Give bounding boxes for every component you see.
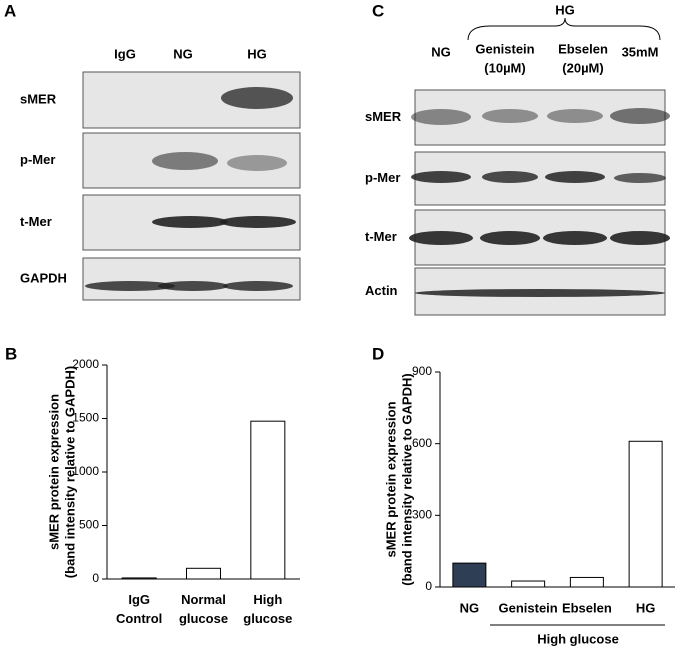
panel-label: A	[4, 1, 16, 20]
column-label: 35mM	[622, 44, 659, 59]
panel-label: C	[372, 1, 384, 20]
row-label: sMER	[20, 91, 57, 106]
panel-label: B	[5, 344, 17, 363]
band	[547, 109, 603, 123]
group-label: HG	[555, 2, 575, 17]
x-tick-line: Normal	[181, 592, 226, 607]
column-label: HG	[247, 46, 267, 61]
band	[482, 171, 538, 183]
x-tick-label: IgG Control	[116, 592, 162, 626]
row-label: p-Mer	[20, 152, 55, 167]
band	[158, 281, 228, 291]
band	[614, 173, 666, 183]
band	[85, 281, 175, 291]
y-tick-label: 0	[92, 571, 99, 585]
y-tick-label: 1500	[72, 411, 99, 425]
column-label: (10µM)	[484, 60, 525, 75]
x-tick-line: glucose	[243, 611, 292, 626]
band	[152, 152, 218, 170]
y-tick-label: 300	[412, 508, 432, 522]
band	[545, 171, 605, 183]
y-tick-label: 0	[425, 579, 432, 593]
x-tick-label: High glucose	[243, 592, 292, 626]
y-axis-label: sMER protein expression	[46, 394, 61, 550]
bar	[186, 567, 221, 580]
row-label: t-Mer	[365, 229, 397, 244]
band	[220, 216, 296, 228]
x-tick-line: High	[253, 592, 282, 607]
x-tick-label: Ebselen	[562, 600, 612, 615]
y-tick-label: 600	[412, 436, 432, 450]
band	[610, 231, 670, 245]
column-label: NG	[173, 46, 193, 61]
y-tick-label: 1000	[72, 464, 99, 478]
x-tick-line: glucose	[179, 611, 228, 626]
column-label: Genistein	[475, 41, 534, 56]
column-label: IgG	[114, 46, 136, 61]
y-axis-label: (band intensity relative to GAPDH)	[62, 366, 77, 578]
band	[223, 281, 293, 291]
column-label: Ebselen	[558, 41, 608, 56]
bar	[121, 577, 157, 580]
column-label: NG	[431, 44, 451, 59]
band	[482, 109, 538, 123]
panel-label: D	[372, 344, 384, 363]
group-label: High glucose	[537, 631, 619, 646]
band	[480, 231, 540, 245]
band	[227, 155, 287, 171]
bar	[452, 562, 487, 588]
band	[415, 289, 665, 297]
band	[221, 87, 293, 109]
x-tick-label: Normal glucose	[179, 592, 228, 626]
column-label: (20µM)	[562, 60, 603, 75]
row-label: Actin	[365, 283, 398, 298]
bar	[628, 440, 663, 588]
bar	[511, 580, 546, 588]
x-tick-label: HG	[636, 600, 656, 615]
x-tick-line: Control	[116, 611, 162, 626]
y-tick-label: 900	[412, 364, 432, 378]
row-label: p-Mer	[365, 170, 400, 185]
band	[152, 216, 228, 228]
y-tick-label: 500	[79, 518, 99, 532]
y-axis-label: sMER protein expression	[383, 401, 398, 557]
band	[543, 231, 607, 245]
band	[411, 171, 471, 183]
y-axis-label: (band intensity relative to GAPDH)	[399, 373, 414, 585]
bar	[250, 420, 286, 580]
row-label: t-Mer	[20, 214, 52, 229]
row-label: sMER	[365, 109, 402, 124]
x-tick-line: IgG	[128, 592, 150, 607]
x-tick-label: NG	[460, 600, 480, 615]
band	[409, 231, 473, 245]
band	[610, 108, 670, 124]
brace	[467, 17, 661, 41]
blot	[82, 257, 301, 301]
bar	[569, 576, 604, 588]
band	[411, 109, 471, 125]
row-label: GAPDH	[20, 270, 67, 285]
y-tick-label: 2000	[72, 357, 99, 371]
x-tick-label: Genistein	[499, 600, 558, 615]
